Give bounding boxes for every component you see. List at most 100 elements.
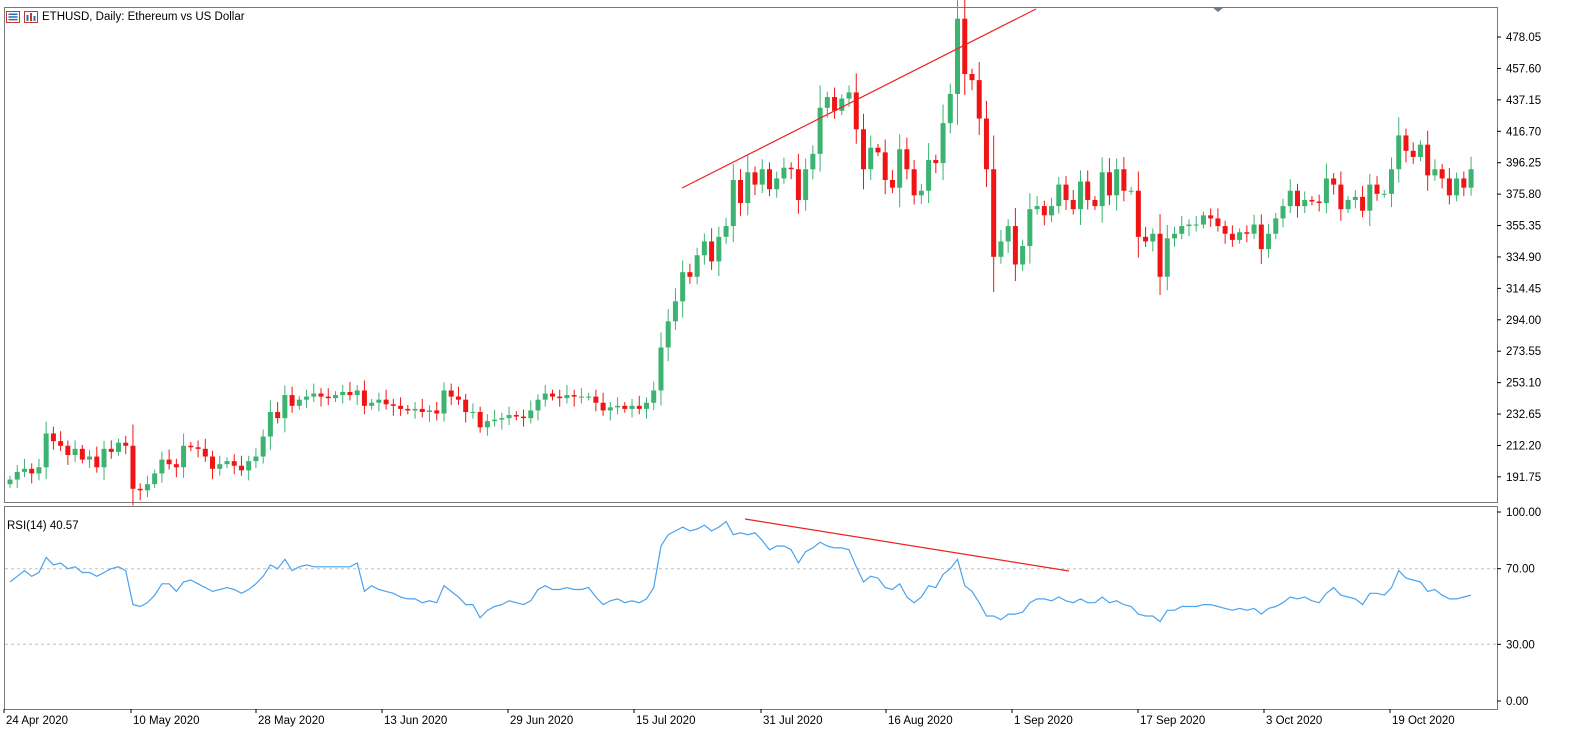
candle-bullish	[817, 107, 823, 154]
candle-bullish	[846, 92, 852, 99]
candle-bearish	[549, 393, 555, 397]
candle-bullish	[1323, 178, 1329, 204]
candle-bullish	[87, 456, 93, 460]
candle-bullish	[1034, 206, 1040, 210]
candle-bullish	[774, 178, 780, 190]
candle-bearish	[238, 465, 244, 471]
price-axis-tick-label: 253.10	[1506, 378, 1541, 390]
candle-bullish	[723, 226, 729, 237]
candle-bullish	[1468, 169, 1474, 188]
candle-bearish	[1258, 224, 1264, 250]
candle-bullish	[1352, 196, 1358, 200]
price-axis-tick-label: 355.35	[1506, 221, 1541, 233]
candle-bearish	[513, 415, 519, 417]
candle-bearish	[434, 410, 440, 414]
candle-bearish	[383, 399, 389, 405]
candle-bearish	[188, 445, 194, 448]
candle-bearish	[398, 405, 404, 409]
candle-bullish	[1266, 233, 1272, 250]
candle-bullish	[672, 301, 678, 322]
candle-bullish	[1389, 169, 1395, 194]
candle-bullish	[665, 321, 671, 348]
candle-bullish	[680, 272, 686, 302]
candle-bearish	[1461, 178, 1467, 188]
candle-bearish	[29, 468, 35, 474]
candle-bullish	[506, 415, 512, 419]
candle-bearish	[962, 18, 968, 74]
candle-bullish	[267, 411, 273, 437]
candle-bullish	[1251, 224, 1257, 234]
price-axis-tick-label: 375.80	[1506, 189, 1541, 201]
price-axis-tick-label: 294.00	[1506, 315, 1541, 327]
candle-bearish	[65, 445, 71, 455]
candle-bullish	[72, 448, 78, 455]
candle-bullish	[694, 255, 700, 277]
candle-bearish	[361, 390, 367, 406]
candle-bullish	[441, 390, 447, 414]
price-axis-tick-label: 457.60	[1506, 63, 1541, 75]
chart-list-icon[interactable]	[6, 11, 20, 23]
candle-bullish	[824, 97, 830, 108]
candle-bullish	[1287, 190, 1293, 207]
price-axis-tick-label: 232.65	[1506, 409, 1541, 421]
candle-bearish	[347, 391, 353, 396]
candle-bearish	[1092, 199, 1098, 207]
rsi-axis-tick-label: 0.00	[1506, 696, 1528, 708]
candle-bearish	[318, 393, 324, 397]
candle-bearish	[1338, 184, 1344, 210]
candle-bearish	[795, 169, 801, 200]
candle-bearish	[860, 129, 866, 170]
candle-bearish	[976, 80, 982, 119]
candles-group	[7, 0, 1474, 506]
candle-bullish	[897, 149, 903, 188]
candle-bearish	[738, 179, 744, 204]
price-axis-tick-label: 416.70	[1506, 126, 1541, 138]
candle-bearish	[1425, 144, 1431, 176]
candle-bullish	[1280, 206, 1286, 219]
candle-bearish	[1410, 150, 1416, 157]
candle-bearish	[477, 411, 483, 428]
candle-bullish	[1077, 181, 1083, 210]
candle-bearish	[94, 456, 100, 468]
candle-bearish	[766, 169, 772, 190]
candle-bullish	[1179, 226, 1185, 234]
candle-bearish	[405, 408, 411, 411]
candle-bearish	[390, 404, 396, 406]
candle-bullish	[340, 391, 346, 396]
candle-bearish	[853, 92, 859, 130]
candle-bearish	[1041, 206, 1047, 216]
price-axis-tick-label: 478.05	[1506, 32, 1541, 44]
candle-bearish	[557, 396, 563, 399]
date-axis-tick-label: 28 May 2020	[258, 715, 325, 727]
candle-bullish	[730, 179, 736, 227]
candle-bullish	[586, 396, 592, 398]
candle-bullish	[651, 390, 657, 403]
candle-bullish	[578, 396, 584, 398]
candle-bearish	[875, 147, 881, 153]
price-axis-tick-label: 437.15	[1506, 95, 1541, 107]
price-axis-tick-label: 396.25	[1506, 158, 1541, 170]
candle-bullish	[955, 18, 961, 94]
candle-bullish	[499, 418, 505, 420]
candle-bullish	[701, 241, 707, 256]
candle-bearish	[1063, 184, 1069, 200]
candle-bearish	[231, 461, 237, 466]
candle-bullish	[1454, 178, 1460, 196]
candle-bearish	[983, 118, 989, 170]
candle-bearish	[1157, 233, 1163, 277]
candle-bearish	[50, 433, 56, 442]
price-axis-tick-label: 314.45	[1506, 283, 1541, 295]
candle-bullish	[470, 411, 476, 413]
candle-bearish	[593, 396, 599, 403]
price-pane-frame	[4, 7, 1498, 503]
candle-bullish	[217, 464, 223, 469]
candle-bullish	[14, 471, 20, 480]
chart-window-icon[interactable]	[24, 11, 38, 23]
candle-bullish	[246, 461, 252, 471]
candle-bullish	[1186, 224, 1192, 227]
candle-bullish	[115, 442, 121, 452]
candle-bearish	[1012, 226, 1018, 265]
rsi-pane-frame	[4, 506, 1498, 710]
candle-bearish	[1374, 184, 1380, 194]
